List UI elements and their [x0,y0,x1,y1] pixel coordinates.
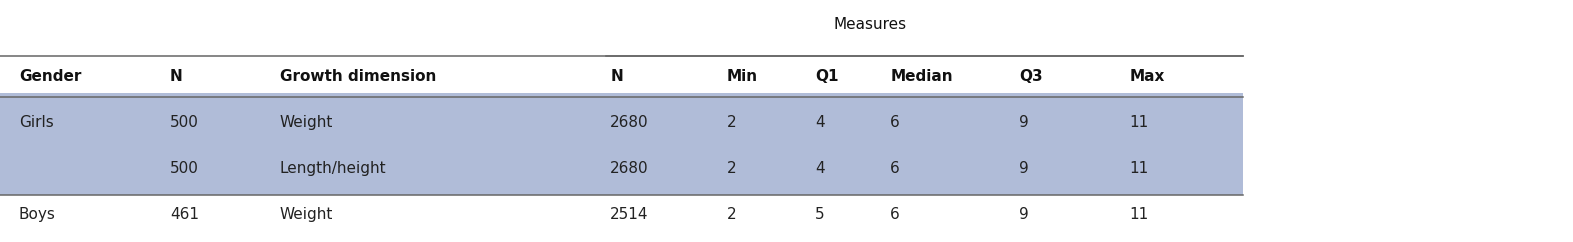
Text: 4: 4 [815,115,824,130]
Text: Gender: Gender [19,69,82,84]
Text: Min: Min [727,69,758,84]
Text: Measures: Measures [834,17,906,32]
Text: Girls: Girls [19,115,53,130]
Text: 2680: 2680 [610,161,650,176]
Text: 11: 11 [1129,161,1148,176]
Text: 9: 9 [1019,115,1029,130]
Text: 6: 6 [890,207,900,222]
Text: Q3: Q3 [1019,69,1043,84]
Text: Weight: Weight [280,115,333,130]
Text: N: N [610,69,623,84]
Text: Weight: Weight [280,207,333,222]
Text: 2: 2 [727,207,736,222]
Text: Length/height: Length/height [280,161,387,176]
Text: Boys: Boys [19,207,55,222]
Text: 461: 461 [170,207,198,222]
Text: 11: 11 [1129,207,1148,222]
Text: 6: 6 [890,161,900,176]
Text: 5: 5 [815,207,824,222]
Text: Median: Median [890,69,953,84]
Text: 500: 500 [170,161,198,176]
Bar [0,93,1243,195]
Text: 4: 4 [815,161,824,176]
Text: Max: Max [1129,69,1164,84]
Text: 9: 9 [1019,161,1029,176]
Text: 2: 2 [727,161,736,176]
Text: 2514: 2514 [610,207,648,222]
Text: 500: 500 [170,115,198,130]
Text: 9: 9 [1019,207,1029,222]
Text: N: N [170,69,182,84]
Text: Growth dimension: Growth dimension [280,69,436,84]
Text: 2680: 2680 [610,115,650,130]
Text: 6: 6 [890,115,900,130]
Text: 11: 11 [1129,115,1148,130]
Text: 2: 2 [727,115,736,130]
Text: Q1: Q1 [815,69,838,84]
